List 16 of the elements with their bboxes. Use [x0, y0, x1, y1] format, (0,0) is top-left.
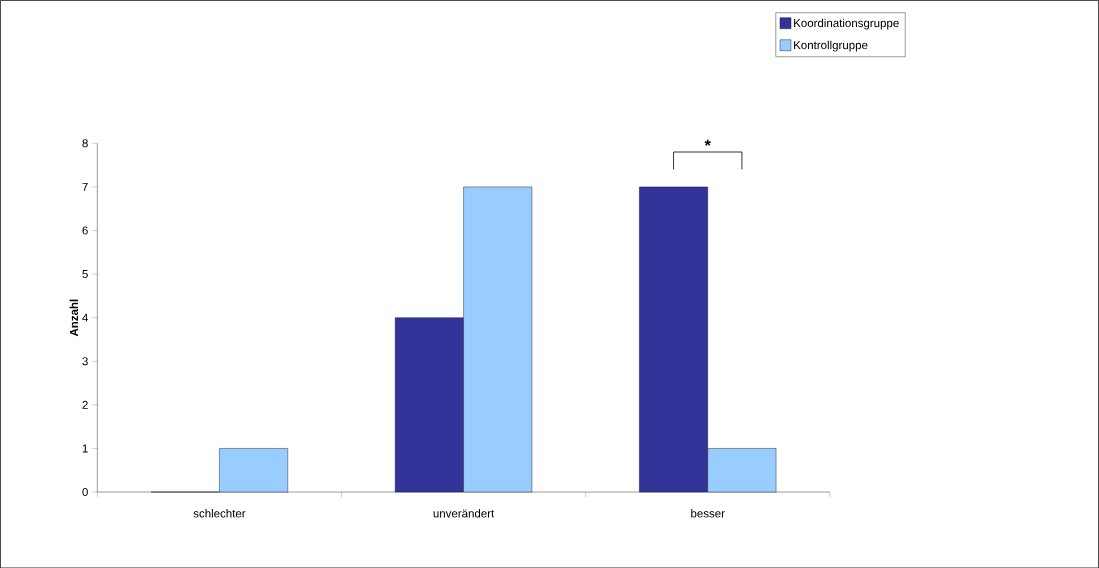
annotation: *	[704, 139, 711, 146]
y-tick-label: 1	[82, 444, 88, 453]
x-tick-label: unverändert	[433, 508, 495, 518]
y-axis-title: Anzahl	[69, 299, 79, 337]
y-tick-label: 7	[82, 182, 88, 191]
y-tick-label: 6	[82, 226, 88, 235]
x-tick-label: besser	[691, 508, 725, 518]
legend-label: Koordinationsgruppe	[794, 18, 899, 30]
y-tick-label: 3	[82, 356, 88, 366]
y-tick-label: 5	[82, 269, 88, 278]
x-tick-label: schlechter	[193, 508, 246, 518]
legend-label: Kontrollgruppe	[794, 40, 868, 52]
y-tick-label: 2	[82, 400, 88, 409]
y-tick-label: 0	[82, 487, 88, 496]
y-tick-label: 4	[82, 313, 88, 322]
y-tick-label: 8	[82, 139, 88, 148]
